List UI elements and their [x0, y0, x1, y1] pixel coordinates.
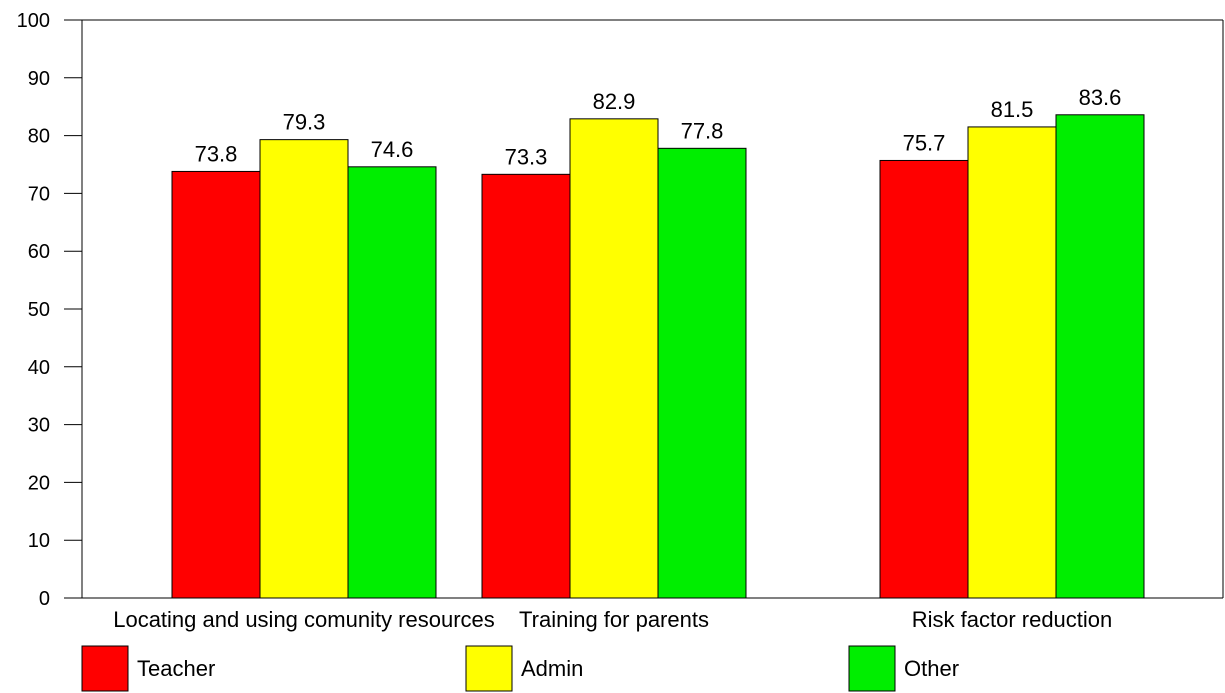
legend-swatch-admin [465, 645, 513, 692]
legend-label-other: Other [904, 656, 959, 681]
data-label: 73.8 [195, 141, 238, 166]
legend-swatch-other [848, 645, 896, 692]
y-tick-label: 50 [28, 299, 50, 321]
x-category-label: Locating and using comunity resources [113, 607, 495, 632]
data-label: 75.7 [903, 130, 946, 155]
data-labels: 73.8 79.3 74.6 73.3 82.9 77.8 75.7 81.5 83.6 [195, 85, 1122, 170]
y-tick-label: 90 [28, 68, 50, 90]
bar-group [171, 114, 1145, 599]
legend-swatch-teacher [81, 645, 129, 692]
legend-label-admin: Admin [521, 656, 583, 681]
x-category-label: Risk factor reduction [912, 607, 1113, 632]
y-tick-label: 80 [28, 126, 50, 148]
bar-admin [967, 126, 1057, 599]
y-tick-label: 30 [28, 415, 50, 437]
bar-other [657, 147, 747, 599]
bar-other [347, 166, 437, 599]
data-label: 74.6 [371, 137, 414, 162]
data-label: 79.3 [283, 110, 326, 135]
y-tick-label: 70 [28, 183, 50, 205]
data-label: 82.9 [593, 89, 636, 114]
data-label: 73.3 [505, 144, 548, 169]
bar-teacher [171, 170, 261, 599]
data-label: 81.5 [991, 97, 1034, 122]
data-label: 83.6 [1079, 85, 1122, 110]
bar-admin [259, 139, 349, 599]
x-category-label: Training for parents [519, 607, 709, 632]
y-tick-label: 10 [28, 530, 50, 552]
bar-teacher [879, 159, 969, 599]
data-label: 77.8 [681, 118, 724, 143]
y-tick-label: 0 [39, 588, 50, 610]
y-tick-label: 60 [28, 241, 50, 263]
legend: Teacher Admin Other [81, 645, 959, 692]
bar-admin [569, 118, 659, 599]
bar-teacher [481, 173, 571, 599]
bar-other [1055, 114, 1145, 599]
y-tick-label: 100 [17, 10, 50, 32]
chart-axes: 0 10 20 30 40 50 60 70 80 90 100 Locating and using… [17, 10, 1224, 632]
y-tick-label: 20 [28, 472, 50, 494]
legend-label-teacher: Teacher [137, 656, 215, 681]
y-tick-label: 40 [28, 357, 50, 379]
